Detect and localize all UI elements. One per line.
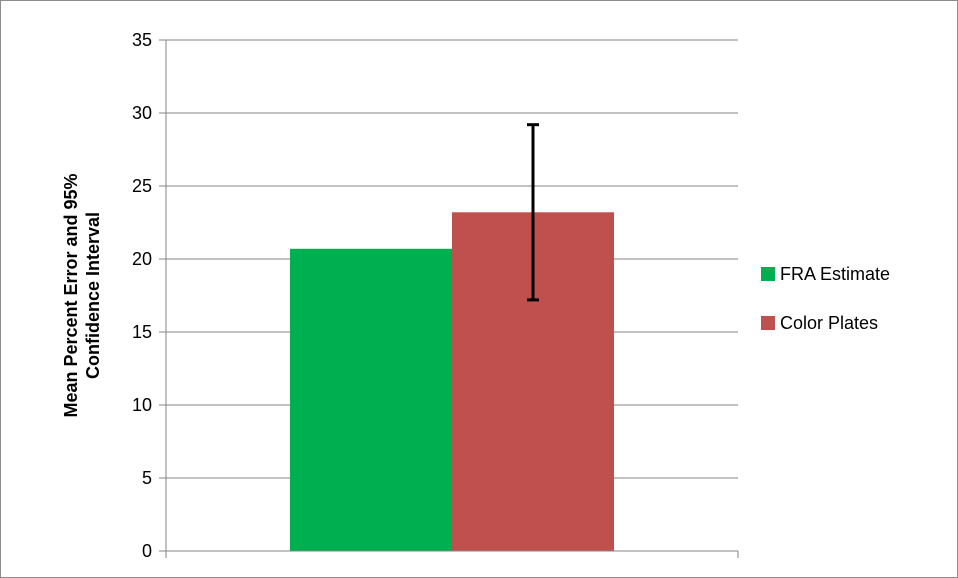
y-axis-title-line: Mean Percent Error and 95% [61,173,81,417]
bars [290,212,614,551]
y-axis-title-line: Confidence Interval [83,212,103,379]
legend-swatch [761,267,775,281]
y-tick-label: 30 [132,103,152,123]
legend-label: Color Plates [780,313,878,333]
y-tick-label: 5 [142,468,152,488]
legend: FRA Estimate Color Plates [761,264,890,333]
legend-label: FRA Estimate [780,264,890,284]
axes [159,39,739,558]
y-tick-label: 10 [132,395,152,415]
y-axis-title: Mean Percent Error and 95% Confidence Int… [61,173,103,417]
y-tick-labels: 0 5 10 15 20 25 30 35 [132,30,152,561]
y-tick-label: 0 [142,541,152,561]
y-tick-label: 20 [132,249,152,269]
bar-fra-estimate [290,248,452,551]
y-tick-label: 15 [132,322,152,342]
y-tick-label: 25 [132,176,152,196]
error-bars [527,123,539,302]
legend-swatch [761,316,775,330]
y-tick-label: 35 [132,30,152,50]
